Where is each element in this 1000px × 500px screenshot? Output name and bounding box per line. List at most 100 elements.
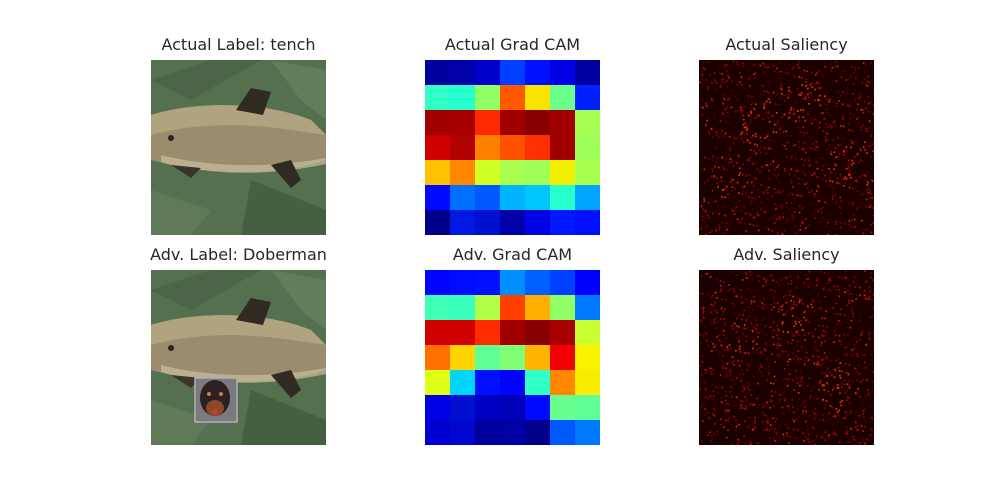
heatmap-cell	[525, 370, 550, 395]
heatmap-cell	[575, 320, 600, 345]
heatmap-cell	[425, 370, 450, 395]
heatmap-cell	[550, 185, 575, 210]
heatmap-cell	[500, 185, 525, 210]
heatmap-cell	[475, 110, 500, 135]
heatmap-cell	[450, 110, 475, 135]
heatmap-cell	[575, 160, 600, 185]
heatmap-cell	[525, 85, 550, 110]
heatmap-cell	[550, 270, 575, 295]
heatmap-cell	[575, 60, 600, 85]
heatmap-cell	[550, 345, 575, 370]
heatmap-cell	[475, 160, 500, 185]
heatmap-cell	[425, 345, 450, 370]
heatmap-cell	[575, 420, 600, 445]
heatmap-cell	[525, 185, 550, 210]
heatmap-cell	[525, 395, 550, 420]
heatmap-cell	[500, 420, 525, 445]
heatmap-cell	[575, 370, 600, 395]
heatmap-cell	[475, 60, 500, 85]
heatmap-cell	[450, 420, 475, 445]
heatmap-cell	[575, 345, 600, 370]
heatmap-cell	[575, 110, 600, 135]
heatmap-cell	[525, 420, 550, 445]
heatmap-cell	[575, 270, 600, 295]
heatmap-cell	[425, 395, 450, 420]
adv-gradcam-title: Adv. Grad CAM	[452, 245, 573, 264]
actual-saliency-title: Actual Saliency	[725, 35, 848, 54]
heatmap-cell	[450, 135, 475, 160]
heatmap-cell	[550, 160, 575, 185]
heatmap-cell	[525, 160, 550, 185]
heatmap-cell	[450, 210, 475, 235]
heatmap-cell	[450, 295, 475, 320]
heatmap-cell	[450, 185, 475, 210]
heatmap-cell	[500, 160, 525, 185]
heatmap-cell	[450, 270, 475, 295]
heatmap-cell	[525, 110, 550, 135]
heatmap-cell	[500, 85, 525, 110]
heatmap-cell	[550, 135, 575, 160]
heatmap-cell	[425, 135, 450, 160]
heatmap-cell	[475, 345, 500, 370]
heatmap-cell	[475, 320, 500, 345]
tench-image	[151, 60, 326, 235]
heatmap-cell	[500, 345, 525, 370]
heatmap-cell	[450, 320, 475, 345]
actual-gradcam-title: Actual Grad CAM	[444, 35, 581, 54]
heatmap-cell	[575, 85, 600, 110]
heatmap-cell	[575, 185, 600, 210]
heatmap-cell	[425, 60, 450, 85]
adv-gradcam-heatmap	[425, 270, 600, 445]
heatmap-cell	[550, 110, 575, 135]
heatmap-cell	[425, 185, 450, 210]
heatmap-cell	[425, 110, 450, 135]
heatmap-cell	[475, 395, 500, 420]
heatmap-cell	[425, 160, 450, 185]
heatmap-cell	[500, 320, 525, 345]
heatmap-cell	[575, 395, 600, 420]
heatmap-cell	[475, 85, 500, 110]
heatmap-cell	[450, 395, 475, 420]
heatmap-cell	[425, 85, 450, 110]
heatmap-cell	[575, 135, 600, 160]
heatmap-cell	[500, 135, 525, 160]
heatmap-cell	[500, 370, 525, 395]
heatmap-cell	[500, 270, 525, 295]
heatmap-cell	[525, 135, 550, 160]
heatmap-cell	[525, 345, 550, 370]
heatmap-cell	[500, 110, 525, 135]
heatmap-cell	[550, 395, 575, 420]
heatmap-cell	[550, 370, 575, 395]
doberman-patch	[194, 377, 238, 423]
adversarial-image	[151, 270, 326, 445]
heatmap-cell	[550, 420, 575, 445]
heatmap-cell	[475, 270, 500, 295]
adv-saliency-map	[699, 270, 874, 445]
heatmap-cell	[475, 135, 500, 160]
heatmap-cell	[575, 210, 600, 235]
heatmap-cell	[450, 345, 475, 370]
heatmap-cell	[475, 420, 500, 445]
heatmap-cell	[450, 160, 475, 185]
heatmap-cell	[450, 370, 475, 395]
heatmap-cell	[550, 210, 575, 235]
heatmap-cell	[425, 295, 450, 320]
heatmap-cell	[550, 60, 575, 85]
heatmap-cell	[550, 320, 575, 345]
heatmap-cell	[425, 420, 450, 445]
actual-image-title: Actual Label: tench	[161, 35, 316, 54]
actual-saliency-map	[699, 60, 874, 235]
heatmap-cell	[525, 60, 550, 85]
heatmap-cell	[525, 270, 550, 295]
adv-image-title: Adv. Label: Doberman	[150, 245, 327, 264]
heatmap-cell	[525, 320, 550, 345]
actual-gradcam-heatmap	[425, 60, 600, 235]
heatmap-cell	[425, 320, 450, 345]
heatmap-cell	[450, 85, 475, 110]
heatmap-cell	[500, 210, 525, 235]
heatmap-cell	[475, 370, 500, 395]
heatmap-cell	[525, 295, 550, 320]
heatmap-cell	[475, 185, 500, 210]
actual-gradcam-grid	[425, 60, 600, 235]
heatmap-cell	[450, 60, 475, 85]
